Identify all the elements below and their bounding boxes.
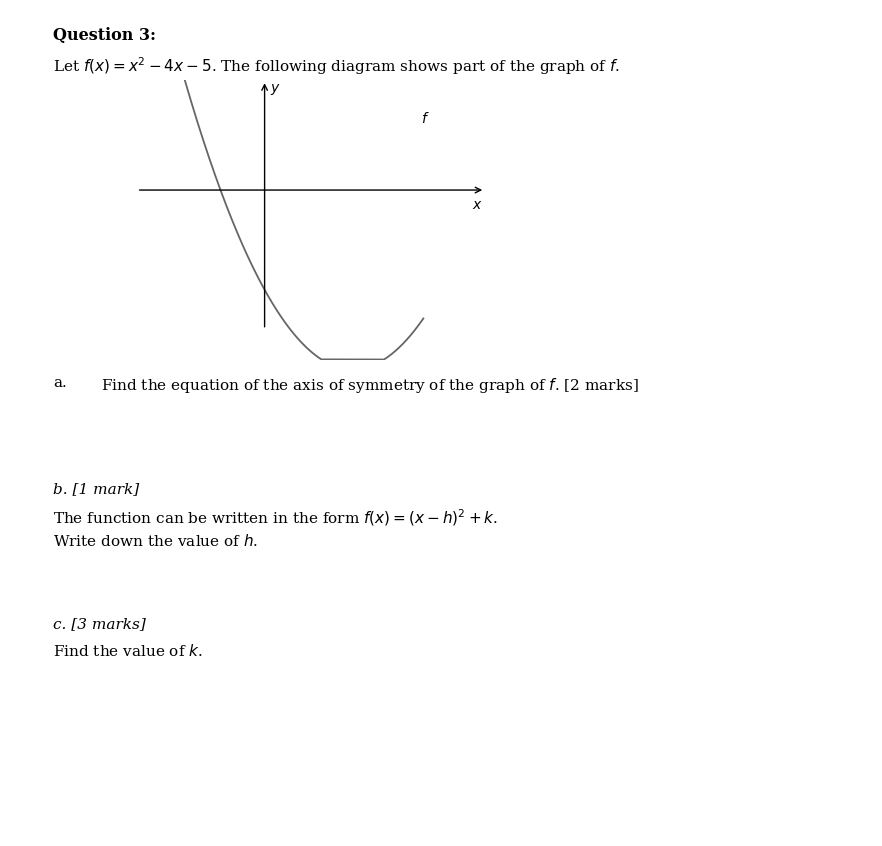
Text: b. [1 mark]: b. [1 mark] <box>53 482 139 497</box>
Text: Find the value of $k$.: Find the value of $k$. <box>53 643 203 659</box>
Text: $f$: $f$ <box>422 111 430 126</box>
Text: c. [3 marks]: c. [3 marks] <box>53 618 146 632</box>
Text: Let $f(x) = x^2 - 4x - 5$. The following diagram shows part of the graph of $f$.: Let $f(x) = x^2 - 4x - 5$. The following… <box>53 55 620 77</box>
Text: Find the equation of the axis of symmetry of the graph of $f$. [2 marks]: Find the equation of the axis of symmetr… <box>101 376 639 395</box>
Text: Question 3:: Question 3: <box>53 27 156 44</box>
Text: The function can be written in the form $f(x) = (x - h)^2 + k$.: The function can be written in the form … <box>53 508 498 528</box>
Text: Write down the value of $h$.: Write down the value of $h$. <box>53 533 258 549</box>
Text: $x$: $x$ <box>472 198 483 212</box>
Text: $y$: $y$ <box>270 82 280 97</box>
Text: a.: a. <box>53 376 67 391</box>
